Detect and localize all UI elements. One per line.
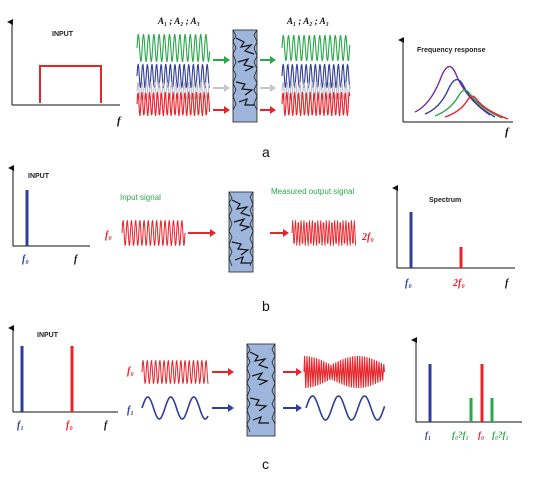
panel-c-arrows-in	[212, 368, 234, 412]
wave-green-out	[281, 34, 351, 62]
panel-b-sample	[228, 191, 254, 273]
panel-a-response-title: Frequency response	[417, 47, 486, 54]
panel-b-harmonic-label: 2f₀	[361, 232, 374, 243]
panel-b-spectrum-x-symbol: f	[505, 278, 510, 289]
wave-gray-out	[281, 82, 351, 100]
wave-c-input-f0	[141, 360, 209, 384]
wave-b-input	[121, 220, 186, 246]
panel-a-response-x-symbol: f	[505, 126, 510, 138]
response-curve-green	[434, 89, 503, 119]
panel-a-input-arrows	[213, 56, 230, 114]
panel-b-signal-freq-label: f₀	[105, 230, 112, 241]
panel-b-spectrum-title: Spectrum	[429, 197, 461, 204]
panel-a-amplitudes-left: A₁ ; A₂ ; A₃	[157, 16, 200, 26]
panel-c-arrows-out	[283, 368, 302, 412]
wave-c-output-modulated	[303, 355, 385, 389]
panel-c-sample	[246, 343, 276, 437]
wave-green-in	[136, 33, 211, 63]
panel-c-spectrum-diff: f₀?f₁	[452, 430, 469, 440]
panel-a-input-axes	[7, 19, 120, 106]
panel-b-x-axis-symbol: f	[74, 254, 79, 265]
panel-a-input-waves	[136, 33, 211, 116]
panel-b: INPUT f₀ f Input signal Measured output …	[8, 165, 515, 314]
panel-a: INPUT f A₁ ; A₂ ; A₃ A₁ ; A₂ ; A₃	[7, 16, 513, 160]
panel-a-letter: a	[262, 144, 270, 160]
panel-a-amplitudes-right: A₁ ; A₂ ; A₃	[286, 16, 329, 26]
wave-blue-in	[136, 63, 211, 89]
panel-c-input-axes	[8, 325, 118, 413]
panel-a-input-rect	[39, 65, 102, 103]
panel-c-spectrum-axes	[411, 337, 522, 423]
panel-c-f0-label: f₀	[66, 420, 73, 431]
panel-a-x-axis-symbol: f	[117, 115, 122, 127]
wave-blue-out	[281, 63, 351, 89]
panel-c-spectrum-sum: f₀?f₁	[492, 430, 509, 440]
panel-a-sample	[232, 29, 258, 123]
panel-b-spectrum-axes	[392, 185, 515, 269]
panel-c-spectrum-f1: f₁	[425, 430, 431, 440]
response-curve-blue	[424, 78, 496, 118]
panel-c-spectrum-f0: f₀	[478, 430, 484, 440]
panel-a-output-waves	[281, 34, 351, 116]
wave-red-out	[281, 92, 351, 116]
panel-c-input-wave-f1	[141, 396, 209, 420]
panel-b-arrow-out	[270, 229, 289, 237]
panel-b-input-axes	[8, 165, 90, 247]
panel-b-output-wave	[291, 220, 357, 246]
response-curve-red	[444, 95, 509, 120]
panel-c: INPUT f₁ f₀ f f₀ f₁	[8, 325, 522, 472]
panel-c-input-wave-f0	[141, 360, 209, 384]
panel-a-response-axes	[398, 37, 513, 123]
panel-b-f0-label: f₀	[22, 254, 29, 265]
panel-a-output-arrows	[260, 56, 276, 114]
panel-a-response-curves	[414, 65, 509, 120]
wave-red-in	[136, 92, 211, 116]
panel-b-spectrum-2f0: 2f₀	[452, 278, 465, 289]
panel-c-x-axis-symbol: f	[104, 420, 109, 431]
panel-b-letter: b	[262, 298, 270, 314]
panel-b-input-wave	[121, 220, 186, 246]
wave-c-output-f1	[305, 395, 386, 421]
panel-c-letter: c	[262, 456, 269, 472]
panel-b-measured-output-label: Measured output signal	[271, 187, 354, 196]
panel-b-input-title: INPUT	[28, 173, 50, 180]
panel-c-output-wave-modulated	[303, 355, 385, 389]
panel-c-output-wave-f1	[305, 395, 386, 421]
panel-c-input-title: INPUT	[37, 332, 59, 339]
panel-c-signal-f0-label: f₀	[127, 366, 134, 377]
panel-c-f1-label: f₁	[17, 420, 24, 431]
panel-b-input-signal-label: Input signal	[120, 193, 161, 202]
panel-b-arrow-in	[188, 229, 216, 237]
response-curve-purple	[414, 65, 491, 116]
panel-a-input-title: INPUT	[52, 31, 74, 38]
wave-c-input-f1	[141, 396, 209, 420]
wave-b-output	[291, 220, 357, 246]
panel-b-spectrum-f0: f₀	[405, 278, 412, 289]
panel-c-signal-f1-label: f₁	[127, 405, 134, 416]
